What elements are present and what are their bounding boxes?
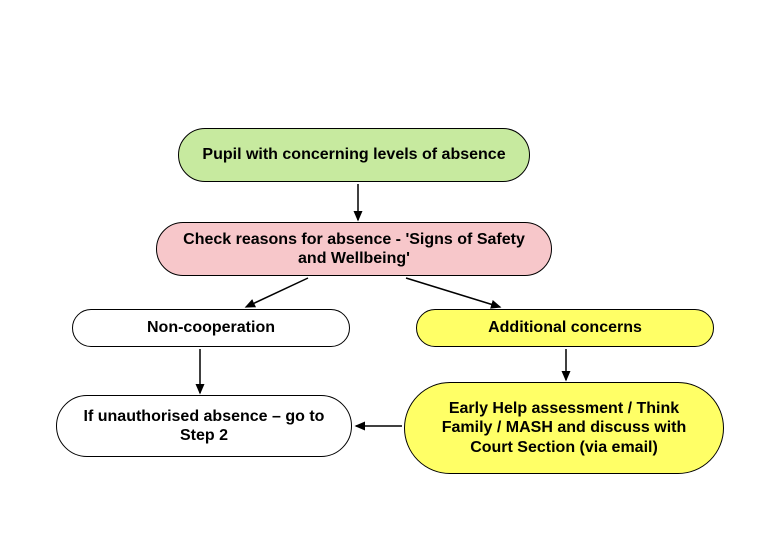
edge-check-to-addl — [406, 278, 500, 307]
edge-check-to-noncoop — [246, 278, 308, 307]
arrows-layer — [0, 0, 780, 540]
